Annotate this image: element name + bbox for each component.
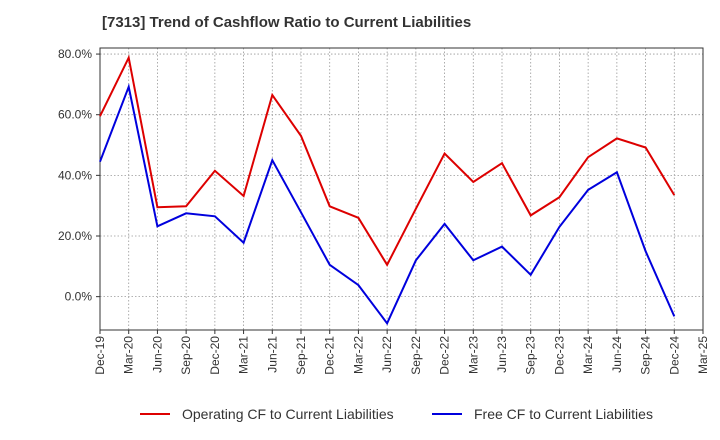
y-tick-label: 60.0% — [58, 108, 92, 122]
y-axis: 80.0% 60.0% 40.0% 20.0% 0.0% — [58, 47, 100, 304]
y-tick-label: 0.0% — [65, 290, 93, 304]
x-tick-label: Jun-22 — [380, 336, 394, 373]
y-tick-label: 40.0% — [58, 168, 92, 182]
series-line-free-cf — [99, 83, 676, 326]
x-tick-label: Mar-25 — [696, 336, 710, 374]
x-tick-label: Mar-23 — [466, 336, 480, 374]
x-tick-label: Mar-21 — [237, 336, 251, 374]
x-axis: Dec-19 Mar-20 Jun-20 Sep-20 Dec-20 Mar-21 Jun-… — [93, 330, 710, 375]
series-line-operating-cf — [99, 54, 676, 267]
plot-border — [99, 47, 704, 331]
legend: Operating CF to Current Liabilities Free … — [140, 406, 653, 422]
x-tick-label: Dec-19 — [93, 336, 107, 375]
x-tick-label: Jun-21 — [265, 336, 279, 373]
x-tick-label: Dec-21 — [323, 336, 337, 375]
x-tick-label: Sep-23 — [524, 336, 538, 375]
x-tick-label: Mar-20 — [122, 336, 136, 374]
x-tick-label: Dec-23 — [552, 336, 566, 375]
x-tick-label: Sep-24 — [639, 336, 653, 375]
x-tick-label: Dec-24 — [667, 336, 681, 375]
chart-title: [7313] Trend of Cashflow Ratio to Curren… — [102, 14, 472, 31]
legend-label: Operating CF to Current Liabilities — [182, 406, 394, 422]
x-tick-label: Sep-22 — [409, 336, 423, 375]
x-tick-label: Sep-20 — [179, 336, 193, 375]
x-tick-label: Mar-24 — [581, 336, 595, 374]
y-tick-label: 20.0% — [58, 229, 92, 243]
x-tick-label: Jun-24 — [610, 336, 624, 373]
plot-area — [100, 48, 703, 330]
x-tick-label: Sep-21 — [294, 336, 308, 375]
x-tick-label: Dec-22 — [438, 336, 452, 375]
x-tick-label: Dec-20 — [208, 336, 222, 375]
x-tick-label: Mar-22 — [351, 336, 365, 374]
x-tick-label: Jun-23 — [495, 336, 509, 373]
series-group — [99, 54, 676, 326]
x-tick-label: Jun-20 — [150, 336, 164, 373]
legend-label: Free CF to Current Liabilities — [474, 406, 653, 422]
y-tick-label: 80.0% — [58, 47, 92, 61]
